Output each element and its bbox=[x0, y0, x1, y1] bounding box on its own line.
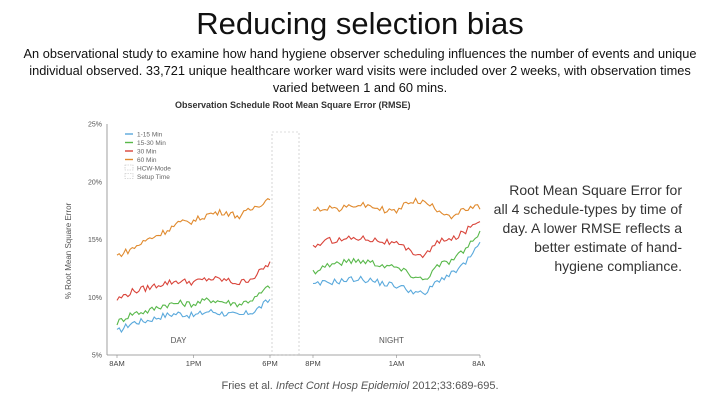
y-tick-label: 25% bbox=[88, 122, 102, 129]
rmse-chart: Observation Schedule Root Mean Square Er… bbox=[64, 100, 485, 369]
legend-swatch bbox=[124, 173, 134, 179]
legend-label: 30 Min bbox=[137, 148, 157, 155]
citation-details: 2012;33:689-695. bbox=[412, 380, 499, 392]
legend-label: HCW-Mode bbox=[137, 165, 171, 172]
x-tick-label: 8AM bbox=[472, 359, 485, 368]
legend-label: 15-30 Min bbox=[137, 140, 166, 147]
series-line-night bbox=[312, 241, 481, 296]
chart-title: Observation Schedule Root Mean Square Er… bbox=[175, 100, 411, 110]
series-line-day bbox=[116, 261, 271, 301]
legend-swatch bbox=[124, 164, 134, 171]
series-line-night bbox=[312, 197, 481, 220]
series-line-day bbox=[116, 198, 271, 258]
axes bbox=[106, 124, 480, 356]
series-line-day bbox=[116, 298, 271, 334]
study-description: An observational study to examine how ha… bbox=[23, 46, 697, 95]
chart-caption: Root Mean Square Error for all 4 schedul… bbox=[493, 182, 682, 274]
citation-authors: Fries et al. bbox=[221, 380, 273, 392]
x-tick-label: 8PM bbox=[305, 359, 320, 368]
legend-label: 1-15 Min bbox=[137, 131, 163, 138]
y-axis-label: % Root Mean Square Error bbox=[64, 202, 73, 299]
tick-labels: 5% 10% 15% 20% 25% 8AM 1PM 6PM 8PM 1AM 8AM DAY NIGHT bbox=[88, 122, 485, 369]
series-line-day bbox=[116, 285, 271, 326]
citation: Fries et al. Infect Cont Hosp Epidemiol … bbox=[170, 379, 550, 393]
y-tick-label: 15% bbox=[88, 237, 102, 244]
series-line-night bbox=[312, 230, 481, 281]
x-tick-label: 6PM bbox=[262, 359, 277, 368]
x-tick-label: 1AM bbox=[389, 359, 404, 368]
y-tick-label: 20% bbox=[88, 179, 102, 186]
series-line-night bbox=[312, 221, 481, 259]
setup-time-band bbox=[271, 131, 300, 356]
y-tick-label: 5% bbox=[92, 353, 102, 360]
y-tick-label: 10% bbox=[88, 295, 102, 302]
setup-time-region bbox=[271, 131, 300, 356]
x-tick-label: 1PM bbox=[186, 359, 201, 368]
series-lines bbox=[116, 197, 481, 334]
segment-label: DAY bbox=[171, 336, 188, 345]
legend-label: Setup Time bbox=[137, 174, 170, 181]
segment-label: NIGHT bbox=[379, 336, 404, 345]
x-tick-label: 8AM bbox=[109, 359, 124, 368]
legend-label: 60 Min bbox=[137, 157, 157, 164]
slide-title: Reducing selection bias bbox=[196, 6, 524, 41]
citation-journal: Infect Cont Hosp Epidemiol bbox=[275, 380, 410, 392]
